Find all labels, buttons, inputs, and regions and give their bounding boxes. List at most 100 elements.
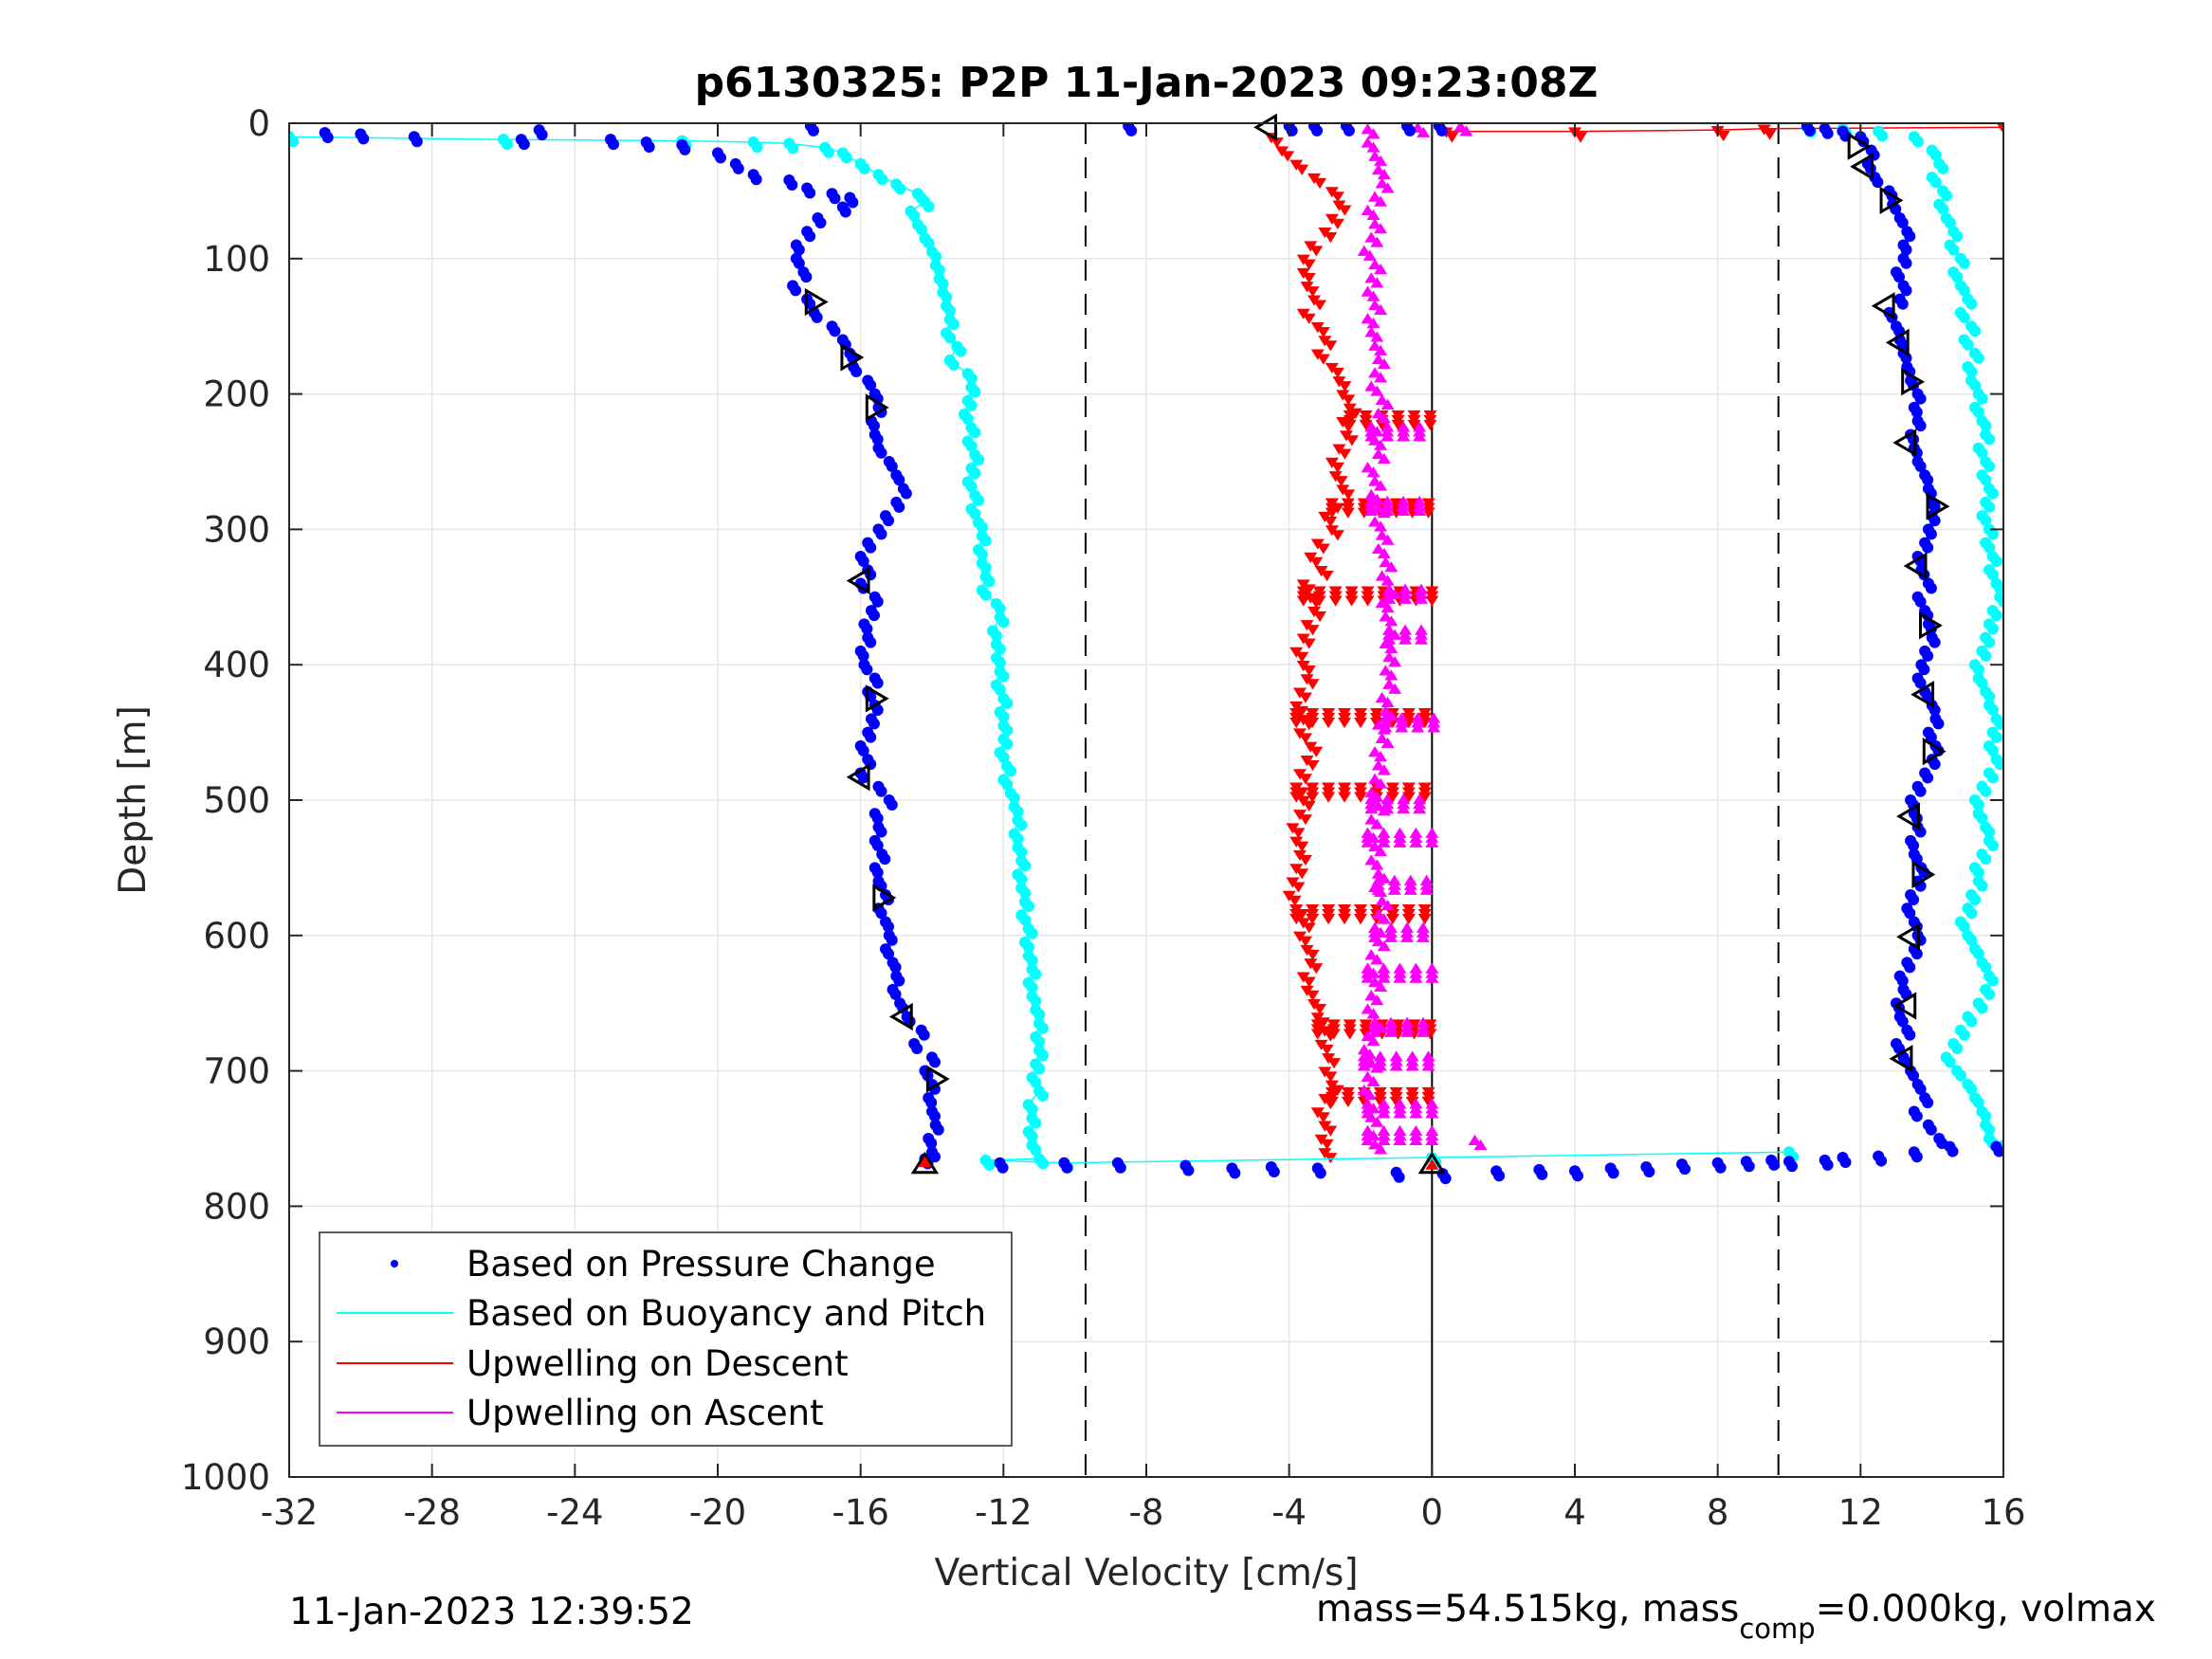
ascent-point [1375,529,1389,540]
descent-point [1327,1058,1342,1069]
y-tick-label: 0 [247,103,270,144]
ascent-point [1413,802,1427,814]
buoyancy-point [1001,724,1014,737]
pressure-point [871,812,884,825]
pressure-point [1896,338,1909,351]
ascent-point [1357,1060,1371,1071]
buoyancy-point [973,453,985,465]
ascent-point [1384,669,1398,681]
descent-point [1324,1030,1338,1042]
ascent-point [1380,398,1395,410]
descent-point [1348,408,1362,419]
descent-point [1289,792,1304,803]
descent-point [1298,814,1312,826]
ascent-point [1361,1098,1375,1109]
pressure-point [790,284,802,297]
ascent-point [1371,719,1385,730]
pressure-point [868,718,880,730]
pressure-point [1900,257,1912,269]
x-axis-label: Vertical Velocity [cm/s] [934,1552,1358,1595]
descent-point [1342,421,1356,433]
ascent-point [1377,412,1391,424]
ascent-point [1419,884,1434,895]
ascent-point [1379,705,1393,717]
bottom-marker-fill [1425,1158,1439,1170]
ascent-point [1362,1048,1377,1060]
buoyancy-point [908,210,921,222]
pressure-point [1929,636,1941,648]
pressure-point [679,143,691,155]
ascent-point [1415,633,1429,645]
buoyancy-point [994,657,1006,669]
buoyancy-point [1994,758,2003,771]
descent-point [1295,909,1309,921]
descent-point [1322,914,1336,925]
buoyancy-point [1958,257,1970,269]
buoyancy-point [1990,731,2002,743]
buoyancy-point [941,291,953,303]
descent-point [1324,516,1338,528]
buoyancy-point [1972,799,1984,811]
ascent-point [1377,723,1391,735]
ascent-point [1415,592,1429,604]
buoyancy-point [1980,961,1992,974]
event-marker [840,343,865,372]
ascent-point [1370,493,1384,504]
buoyancy-point [1012,832,1024,845]
buoyancy-point [1033,1063,1046,1075]
buoyancy-point [937,278,949,290]
ascent-point [1375,393,1389,405]
ascent-point [1374,439,1388,450]
descent-point [1306,625,1320,636]
ascent-point [1375,732,1389,743]
x-tick-label: 4 [1563,1492,1586,1533]
ascent-point [1366,318,1380,329]
buoyancy-point [965,440,978,452]
ascent-point [1361,123,1375,135]
ascent-point [1368,218,1382,229]
ascent-point [1364,949,1379,960]
ascent-point [1368,1139,1382,1150]
ascent-point [1380,574,1395,586]
buoyancy-point [1980,853,1992,866]
ascent-point [1368,258,1382,270]
buoyancy-point [1972,866,1984,879]
ascent-point [1370,331,1384,342]
ascent-point [1364,1057,1379,1068]
ascent-point [1374,195,1388,207]
ascent-point [1368,881,1382,893]
event-marker [1892,992,1917,1020]
buoyancy-point [1037,1158,1049,1170]
pressure-point [1839,1156,1852,1168]
ascent-point [1374,1021,1388,1032]
descent-point [1309,246,1324,257]
descent-point [1344,595,1359,607]
ascent-point [1379,556,1393,568]
ascent-point [1382,651,1397,663]
descent-point [1330,502,1344,514]
pressure-point [1914,1083,1927,1095]
buoyancy-point [979,535,992,547]
pressure-point [1932,718,1945,730]
ascent-point [1393,836,1407,848]
pressure-point [1229,1167,1241,1179]
ascent-point [1375,691,1389,703]
ascent-point [1374,480,1388,491]
buoyancy-point [983,575,996,588]
ascent-point [1380,601,1395,613]
buoyancy-point [1986,623,1999,635]
buoyancy-point [983,1158,996,1171]
buoyancy-point [1958,1029,1970,1041]
pressure-point [865,379,877,392]
pressure-point [871,595,884,608]
pressure-point [868,610,880,622]
pressure-point [1914,677,1927,689]
ascent-point [1374,885,1388,898]
buoyancy-point [944,304,957,317]
buoyancy-point [1972,948,1984,960]
pressure-point [1908,839,1920,851]
ascent-point [1379,637,1393,648]
pressure-point [839,206,851,218]
pressure-point [1925,582,1937,594]
ascent-point [1388,588,1402,599]
